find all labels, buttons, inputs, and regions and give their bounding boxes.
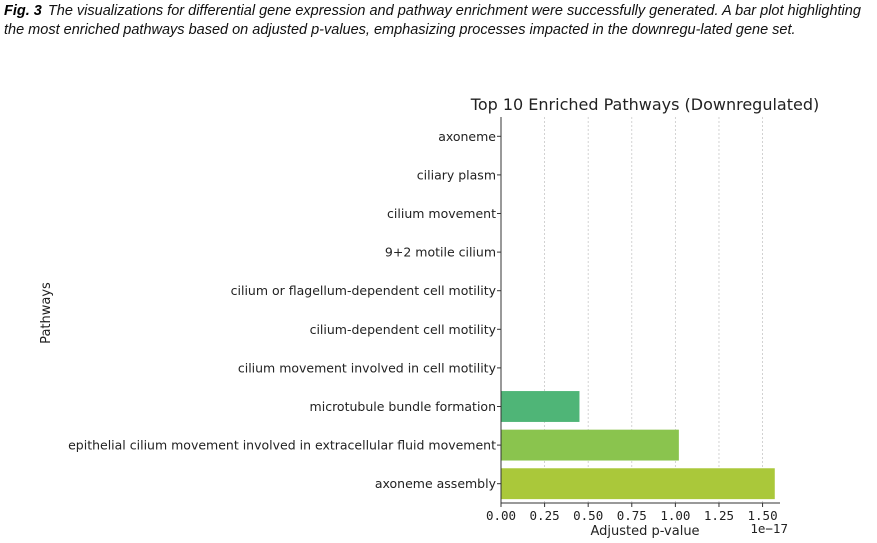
x-tick-label-1: 0.25 <box>530 508 560 523</box>
y-tick-label-2: cilium movement <box>387 206 496 221</box>
y-axis-label: Pathways <box>39 282 54 344</box>
x-tick-label-5: 1.25 <box>704 508 734 523</box>
y-tick-label-4: cilium or flagellum-dependent cell motil… <box>231 283 497 298</box>
y-tick-label-1: ciliary plasm <box>417 167 496 182</box>
bar-7 <box>501 391 580 422</box>
figure-label: Fig. 3 <box>4 3 42 19</box>
y-tick-label-5: cilium-dependent cell motility <box>310 322 497 337</box>
y-tick-label-9: axoneme assembly <box>375 476 497 491</box>
y-tick-label-8: epithelial cilium movement involved in e… <box>68 438 496 453</box>
x-tick-label-4: 1.00 <box>660 508 690 523</box>
x-axis-label: Adjusted p-value <box>590 524 699 539</box>
x-tick-label-3: 0.75 <box>617 508 647 523</box>
y-tick-label-3: 9+2 motile cilium <box>385 245 496 260</box>
y-tick-label-7: microtubule bundle formation <box>310 399 496 414</box>
figure-caption: Fig. 3 The visualizations for differenti… <box>4 2 870 39</box>
x-tick-label-6: 1.50 <box>748 508 778 523</box>
x-offset-text: 1e−17 <box>750 521 788 536</box>
caption-text: The visualizations for differential gene… <box>4 3 861 38</box>
y-tick-label-0: axoneme <box>438 129 496 144</box>
x-tick-label-2: 0.50 <box>573 508 603 523</box>
bar-8 <box>501 429 679 461</box>
bar-9 <box>501 468 775 500</box>
x-tick-label-0: 0.00 <box>486 508 516 523</box>
chart-title: Top 10 Enriched Pathways (Downregulated) <box>470 95 819 114</box>
y-tick-label-6: cilium movement involved in cell motilit… <box>238 360 497 375</box>
